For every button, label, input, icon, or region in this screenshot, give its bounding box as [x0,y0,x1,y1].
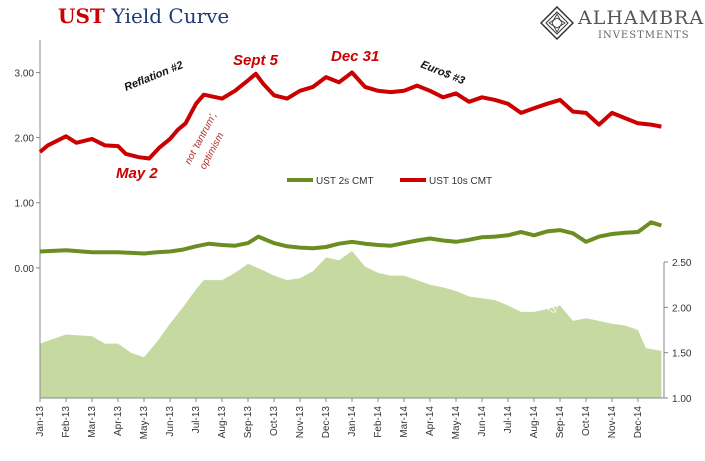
left-y-tick-label: 2.00 [15,134,35,145]
right-y-tick-label: 1.50 [672,349,692,360]
x-tick-label: May-14 [451,406,462,440]
legend-label-ust2: UST 2s CMT [316,176,374,187]
curve-2s10s-area [40,251,662,398]
annotation-may2: May 2 [116,165,158,182]
ust-10s-line [38,70,662,161]
right-y-tick-label: 2.00 [672,303,692,314]
annotation-sept5: Sept 5 [233,52,279,69]
x-tick-label: Feb-14 [373,406,384,438]
x-tick-label: Nov-14 [607,406,618,439]
x-tick-label: Mar-13 [87,406,98,438]
title-yield-curve: Yield Curve [111,4,230,28]
x-tick-label: Apr-14 [425,406,436,436]
diamond-logo-icon [540,6,574,40]
x-tick-label: Nov-13 [295,406,306,439]
x-tick-label: Aug-14 [529,406,540,439]
x-tick-label: Sep-14 [555,406,566,439]
left-y-tick-label: 3.00 [15,69,35,80]
left-y-tick-label: 1.00 [15,199,35,210]
x-tick-label: Jul-13 [191,406,202,434]
x-tick-label: Jun-13 [165,406,176,437]
x-tick-label: Oct-13 [269,406,280,436]
annotation-dec31: Dec 31 [331,48,379,65]
x-tick-label: Aug-13 [217,406,228,439]
chart-title: UST Yield Curve [58,4,229,28]
legend-label-ust10: UST 10s CMT [429,176,492,187]
x-tick-label: Mar-14 [399,406,410,438]
x-tick-label: Dec-13 [321,406,332,439]
alhambra-logo: ALHAMBRA INVESTMENTS [540,6,703,46]
right-y-tick-label: 2.50 [672,258,692,269]
x-tick-label: Jul-14 [503,406,514,434]
x-tick-label: Apr-13 [113,406,124,436]
ust-2s-line [39,220,662,256]
x-tick-label: May-13 [139,406,150,440]
annotation-reflation: Reflation #2 [123,59,185,93]
right-y-tick-label: 1.00 [672,394,692,405]
x-tick-label: Feb-13 [61,406,72,438]
x-tick-label: Jan-14 [347,406,358,437]
left-y-tick-label: 0.00 [15,264,35,275]
x-tick-label: Dec-14 [633,406,644,439]
title-ust: UST [58,4,105,28]
annotation-euro: Euro$ #3 [419,59,467,88]
logo-subtitle: INVESTMENTS [598,30,690,41]
x-tick-label: Oct-14 [581,406,592,436]
x-tick-label: Jun-14 [477,406,488,437]
x-tick-label: Jan-13 [35,406,46,437]
logo-wordmark: ALHAMBRA [578,7,705,29]
x-tick-label: Sep-13 [243,406,254,439]
